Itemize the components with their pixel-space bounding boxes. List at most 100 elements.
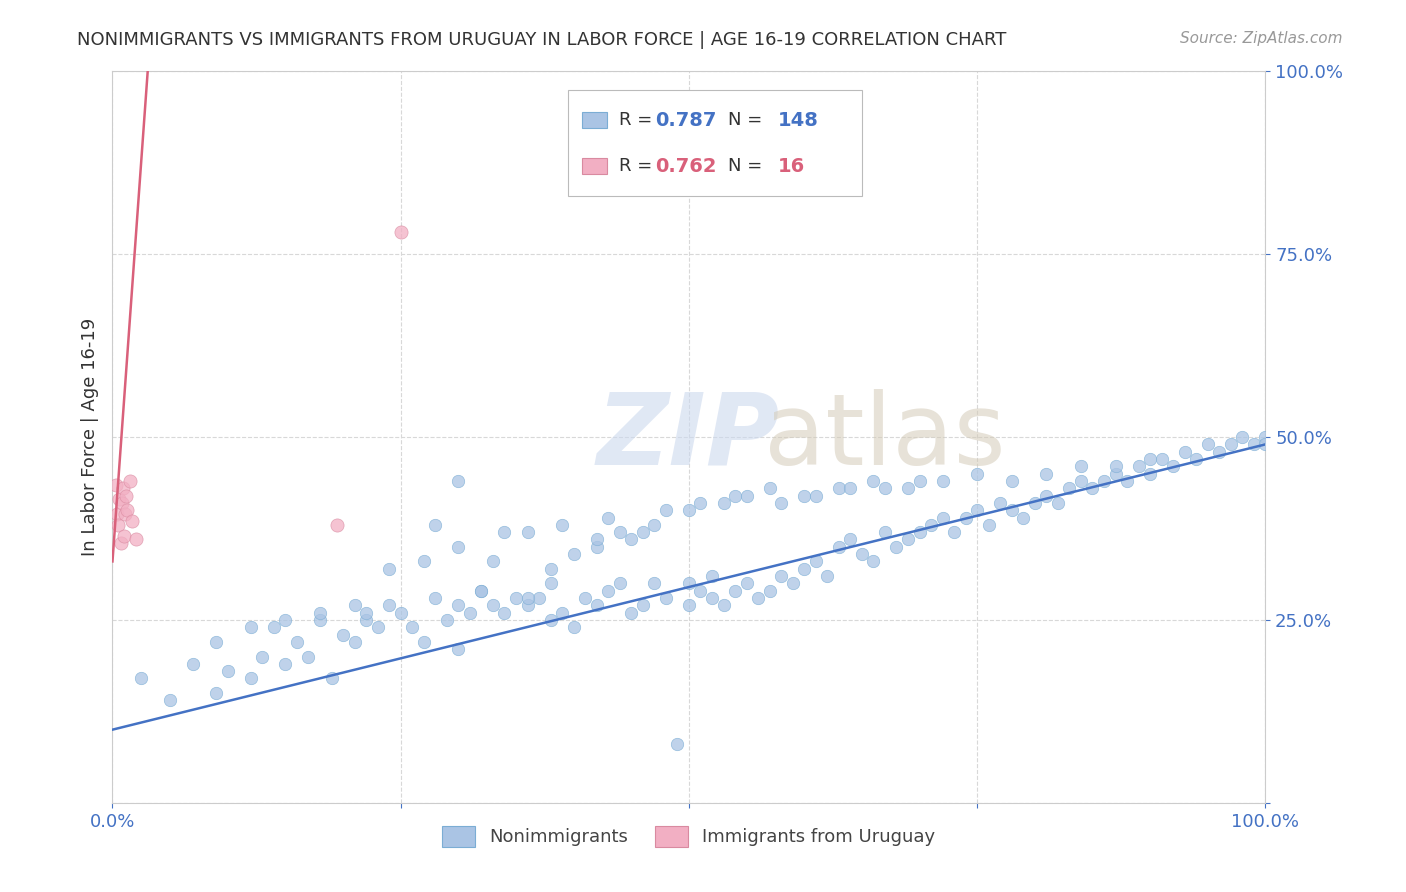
Point (804, 489, 827, 503)
Point (897, 533, 920, 547)
Point (1081, 481, 1104, 495)
Point (804, 554, 827, 568)
Point (585, 599, 607, 613)
Point (326, 517, 349, 532)
Point (129, 672, 153, 686)
Point (239, 672, 262, 686)
Point (1254, 430, 1277, 444)
Point (110, 536, 132, 550)
Point (793, 489, 815, 503)
Point (104, 477, 127, 491)
Point (793, 562, 815, 576)
Point (124, 533, 146, 547)
Text: 0.787: 0.787 (655, 111, 717, 130)
Point (425, 517, 447, 532)
Point (159, 693, 181, 707)
Point (389, 606, 412, 620)
Point (112, 529, 135, 543)
Point (494, 606, 516, 620)
Point (401, 620, 423, 634)
Text: Source: ZipAtlas.com: Source: ZipAtlas.com (1180, 31, 1343, 46)
Point (758, 583, 780, 598)
Point (839, 533, 862, 547)
Point (689, 496, 711, 510)
Point (1035, 489, 1057, 503)
Point (1116, 474, 1139, 488)
Point (1254, 437, 1277, 451)
Point (274, 657, 297, 671)
FancyBboxPatch shape (582, 112, 607, 128)
Point (620, 606, 643, 620)
Point (274, 613, 297, 627)
Point (678, 599, 700, 613)
Point (378, 599, 401, 613)
Point (263, 620, 285, 634)
Point (931, 474, 953, 488)
Point (631, 525, 654, 540)
Point (389, 225, 412, 239)
Point (920, 517, 942, 532)
Point (252, 649, 274, 664)
Point (217, 664, 239, 678)
Point (873, 481, 896, 495)
Point (354, 613, 377, 627)
Point (343, 599, 366, 613)
Point (470, 583, 492, 598)
Point (540, 613, 562, 627)
Point (458, 606, 481, 620)
Point (908, 474, 931, 488)
Point (115, 489, 138, 503)
Point (111, 496, 134, 510)
Text: R =: R = (619, 112, 658, 129)
Point (111, 481, 134, 495)
Point (839, 481, 862, 495)
Point (966, 467, 988, 481)
Point (436, 613, 458, 627)
Point (332, 627, 354, 641)
Legend: Nonimmigrants, Immigrants from Uruguay: Nonimmigrants, Immigrants from Uruguay (433, 817, 945, 856)
FancyBboxPatch shape (568, 90, 862, 195)
Point (782, 576, 804, 591)
Point (689, 583, 711, 598)
Point (585, 533, 607, 547)
Point (516, 525, 538, 540)
Text: 16: 16 (778, 157, 806, 176)
Point (1208, 444, 1230, 458)
Point (285, 635, 308, 649)
Point (562, 620, 585, 634)
Point (205, 686, 228, 700)
Point (609, 576, 631, 591)
Point (770, 496, 793, 510)
Point (1024, 496, 1046, 510)
Text: R =: R = (619, 158, 658, 176)
Point (1139, 467, 1161, 481)
Point (1059, 481, 1081, 495)
Point (1092, 474, 1115, 488)
Point (551, 606, 574, 620)
Point (309, 613, 332, 627)
Point (886, 540, 908, 554)
Point (585, 540, 607, 554)
Point (655, 503, 678, 517)
Point (724, 489, 747, 503)
Point (482, 554, 505, 568)
Point (1012, 510, 1035, 524)
Point (828, 540, 851, 554)
Point (700, 569, 723, 583)
Point (1104, 459, 1126, 474)
Point (862, 474, 884, 488)
Point (1150, 452, 1173, 467)
Point (121, 514, 143, 528)
Point (598, 583, 620, 598)
Point (1139, 452, 1161, 467)
Point (943, 525, 966, 540)
Text: ZIP: ZIP (596, 389, 780, 485)
Point (747, 591, 769, 605)
Point (897, 481, 920, 495)
Text: 148: 148 (778, 111, 818, 130)
Point (1243, 437, 1265, 451)
Point (354, 606, 377, 620)
Point (205, 635, 228, 649)
Point (828, 481, 851, 495)
Point (931, 510, 953, 524)
